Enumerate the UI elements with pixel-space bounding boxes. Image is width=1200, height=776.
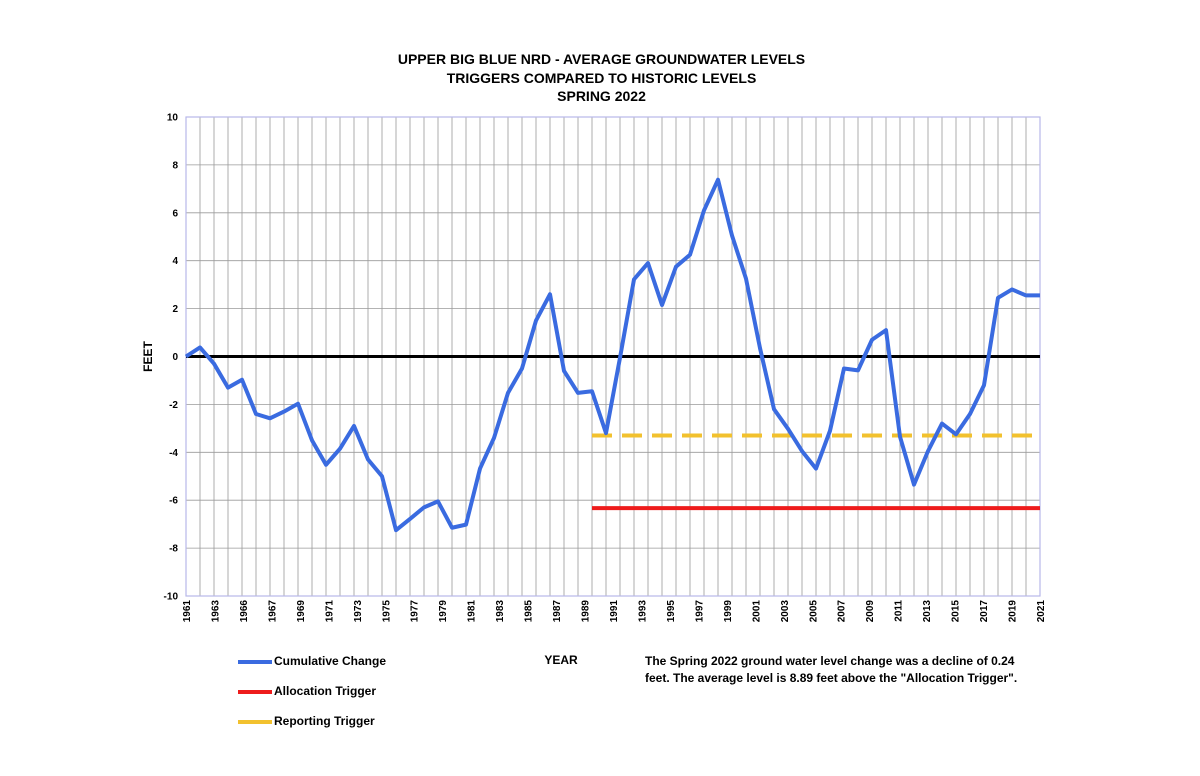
x-tick-label: 2019 — [1008, 600, 1019, 623]
x-tick-label: 1977 — [410, 600, 421, 623]
x-tick-label: 1979 — [438, 600, 449, 623]
y-axis-label: FEET — [141, 340, 155, 371]
title-line-3: SPRING 2022 — [557, 88, 646, 104]
x-tick-label: 1993 — [637, 600, 648, 623]
series-line-cumulative-change — [184, 177, 1040, 533]
x-tick-label: 1975 — [381, 600, 392, 623]
title-line-1: UPPER BIG BLUE NRD - AVERAGE GROUNDWATER… — [397, 51, 806, 67]
legend-swatch-allocation-trigger — [238, 690, 272, 694]
legend-label-reporting-trigger: Reporting Trigger — [274, 714, 375, 728]
x-tick-label: 2005 — [808, 600, 819, 623]
y-tick-labels: 10 8 6 4 2 0 -2 -4 -6 -8 -10 — [164, 113, 179, 603]
y-tick-label: -8 — [169, 544, 178, 555]
x-tick-label: 1999 — [723, 600, 734, 623]
chart-title: UPPER BIG BLUE NRD - AVERAGE GROUNDWATER… — [0, 50, 1200, 106]
x-tick-label: 1981 — [467, 600, 478, 623]
x-tick-label: 1969 — [296, 600, 307, 623]
title-line-2: TRIGGERS COMPARED TO HISTORIC LEVELS — [446, 69, 757, 86]
x-tick-label: 2017 — [979, 600, 990, 623]
x-tick-label: 1983 — [495, 600, 506, 623]
x-tick-label: 2015 — [951, 600, 962, 623]
y-tick-label: 2 — [172, 304, 178, 315]
x-tick-label: 1997 — [694, 600, 705, 623]
x-tick-label: 1966 — [239, 600, 250, 623]
x-tick-label: 1973 — [353, 600, 364, 623]
x-tick-label: 1987 — [552, 600, 563, 623]
y-tick-label: -2 — [169, 400, 178, 411]
x-tick-label: 2021 — [1036, 600, 1047, 623]
x-axis-label: YEAR — [544, 653, 578, 667]
x-tick-label: 1995 — [666, 600, 677, 623]
summary-note: The Spring 2022 ground water level chang… — [645, 654, 1018, 685]
legend-label-cumulative-change: Cumulative Change — [274, 654, 387, 668]
y-tick-label: 0 — [172, 352, 178, 363]
x-tick-label: 2011 — [894, 600, 905, 622]
legend-swatch-cumulative-change — [238, 660, 272, 664]
y-tick-label: -4 — [169, 448, 178, 459]
legend-item-allocation-trigger: Allocation Trigger — [238, 682, 478, 702]
x-tick-label: 1985 — [524, 600, 535, 623]
legend-item-cumulative-change: Cumulative Change — [238, 652, 478, 672]
y-tick-label: -10 — [164, 592, 179, 603]
y-tick-label: 8 — [172, 160, 178, 171]
x-tick-label: 2003 — [780, 600, 791, 623]
x-tick-label: 2009 — [865, 600, 876, 623]
x-tick-label: 1991 — [609, 600, 620, 623]
legend-item-reporting-trigger: Reporting Trigger — [238, 712, 478, 732]
horizontal-gridlines — [186, 164, 1040, 549]
x-tick-label: 2001 — [751, 600, 762, 623]
legend-swatch-reporting-trigger — [238, 720, 272, 724]
x-tick-label: 1967 — [267, 600, 278, 623]
x-tick-label: 1971 — [324, 600, 335, 623]
y-tick-label: 6 — [172, 208, 178, 219]
x-tick-label: 1963 — [210, 600, 221, 623]
y-tick-label: -6 — [169, 496, 178, 507]
x-tick-label: 2007 — [837, 600, 848, 623]
x-tick-label: 1989 — [581, 600, 592, 623]
legend-label-allocation-trigger: Allocation Trigger — [274, 684, 377, 698]
y-tick-label: 4 — [172, 256, 178, 267]
x-tick-labels: 1961 1963 1966 1967 1969 1971 1973 1975 1977 1979… — [182, 600, 1047, 623]
x-tick-label: 2013 — [922, 600, 933, 623]
x-tick-label: 1961 — [182, 600, 193, 623]
series-layer — [184, 177, 1040, 533]
y-tick-label: 10 — [167, 113, 179, 124]
